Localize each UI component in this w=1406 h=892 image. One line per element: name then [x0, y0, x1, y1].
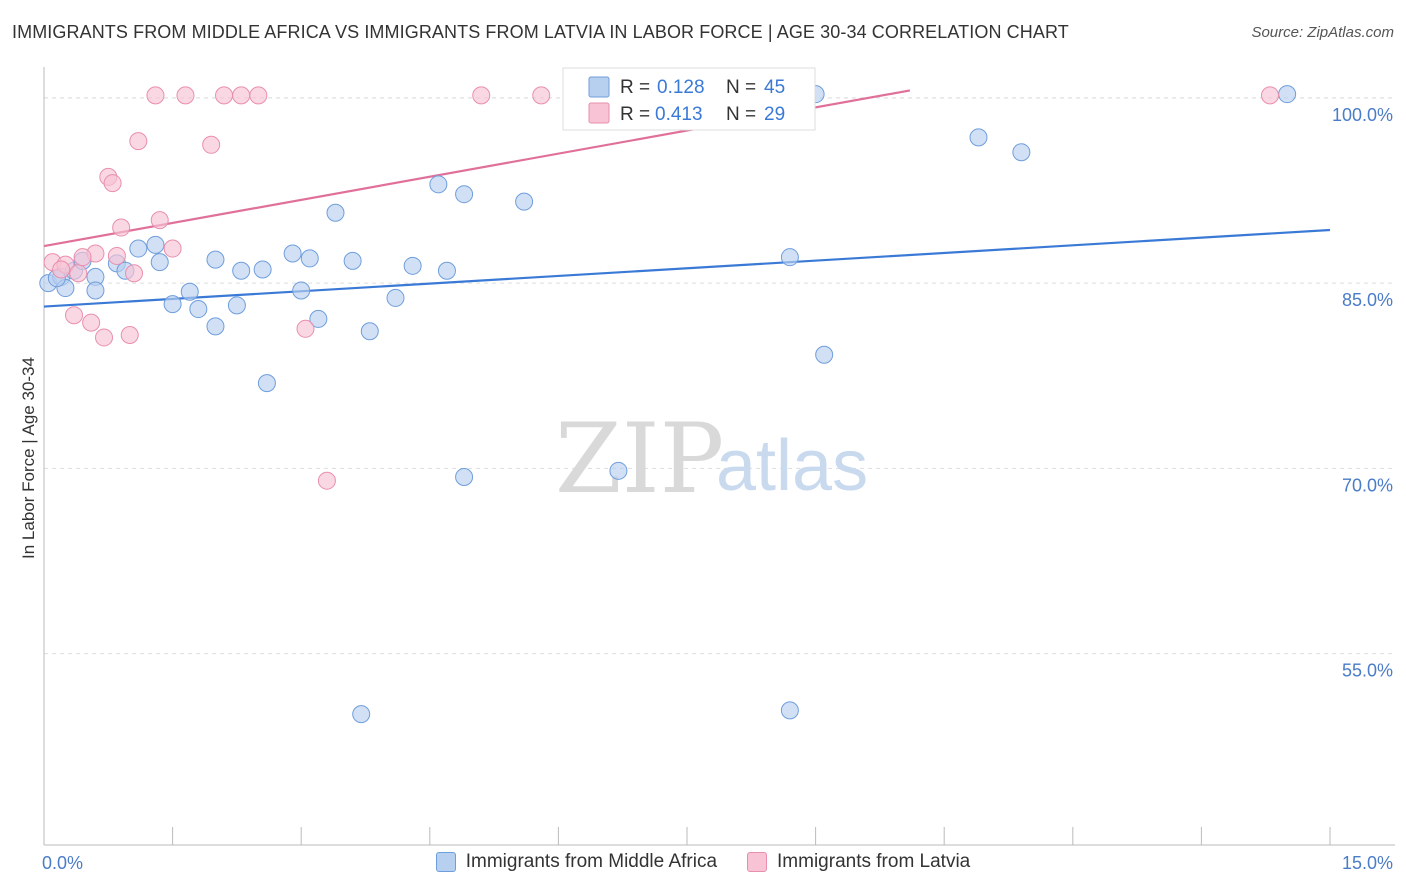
data-point-pink — [249, 86, 268, 105]
legend-n-label-pink: N = — [726, 104, 756, 125]
legend-n-label-blue: N = — [726, 77, 756, 98]
data-point-blue — [455, 467, 474, 486]
legend-n-value-blue: 45 — [764, 77, 785, 98]
data-point-blue — [300, 249, 319, 268]
data-point-blue — [429, 175, 448, 194]
data-point-blue — [609, 461, 628, 480]
data-point-pink — [150, 211, 169, 230]
data-point-pink — [95, 328, 114, 347]
data-point-blue — [343, 251, 362, 270]
data-point-pink — [73, 248, 92, 267]
legend-swatch-middle-africa — [435, 852, 456, 872]
data-point-blue — [206, 317, 225, 336]
data-point-blue — [815, 345, 834, 364]
data-point-pink — [232, 86, 251, 105]
data-point-blue — [253, 260, 272, 279]
data-point-pink — [129, 132, 148, 151]
x-tick-label-min: 0.0% — [42, 853, 83, 873]
legend-swatch-pink — [588, 102, 610, 124]
data-point-pink — [52, 260, 71, 279]
data-point-pink — [176, 86, 195, 105]
data-point-pink — [296, 319, 315, 338]
data-point-blue — [386, 288, 405, 307]
legend-r-value-blue: 0.128 — [657, 77, 705, 98]
data-point-blue — [232, 261, 251, 280]
data-point-blue — [86, 281, 105, 300]
legend-label-latvia: Immigrants from Latvia — [777, 851, 971, 872]
y-axis-title: In Labor Force | Age 30-34 — [19, 357, 38, 559]
data-point-blue — [455, 185, 474, 204]
legend-r-label-blue: R = — [620, 77, 650, 98]
data-point-pink — [107, 246, 126, 265]
data-point-blue — [309, 309, 328, 328]
watermark-atlas: atlas — [716, 426, 868, 506]
data-point-pink — [82, 313, 101, 332]
data-point-pink — [317, 471, 336, 490]
legend-r-label-pink: R = — [620, 104, 650, 125]
trend-line-blue — [43, 228, 1331, 308]
data-point-pink — [69, 264, 88, 283]
data-point-blue — [292, 281, 311, 300]
legend-n-value-pink: 29 — [764, 104, 785, 125]
data-point-pink — [146, 86, 165, 105]
data-point-blue — [403, 256, 422, 275]
data-point-blue — [283, 244, 302, 263]
data-point-pink — [202, 135, 221, 154]
data-point-blue — [227, 296, 246, 315]
y-tick-label: 70.0% — [1342, 475, 1393, 495]
data-point-blue — [206, 250, 225, 269]
data-point-pink — [103, 174, 122, 193]
y-tick-label: 100.0% — [1332, 105, 1393, 125]
legend-swatch-latvia — [747, 852, 768, 872]
data-point-blue — [163, 295, 182, 314]
data-point-pink — [65, 306, 84, 325]
legend-item-middle-africa: Immigrants from Middle Africa — [435, 851, 718, 873]
data-point-blue — [189, 300, 208, 319]
chart-title: IMMIGRANTS FROM MIDDLE AFRICA VS IMMIGRA… — [12, 22, 1069, 42]
data-point-pink — [1260, 86, 1279, 105]
x-tick-label-max: 15.0% — [1342, 853, 1393, 873]
legend-r-value-pink: 0.413 — [655, 104, 703, 125]
data-point-pink — [112, 218, 131, 237]
y-tick-label: 85.0% — [1342, 290, 1393, 310]
data-point-pink — [163, 239, 182, 258]
legend-item-latvia: Immigrants from Latvia — [747, 851, 970, 873]
watermark-zip: ZIP — [555, 403, 724, 515]
data-point-blue — [146, 235, 165, 254]
legend-swatch-blue — [588, 76, 610, 98]
data-point-blue — [360, 322, 379, 341]
data-point-blue — [180, 282, 199, 301]
data-point-blue — [1012, 143, 1031, 162]
data-point-blue — [129, 239, 148, 258]
data-point-blue — [1278, 85, 1297, 104]
chart-source: Source: ZipAtlas.com — [1251, 24, 1394, 41]
data-point-blue — [780, 248, 799, 267]
data-point-pink — [125, 264, 144, 283]
data-point-blue — [352, 705, 371, 724]
legend-label-middle-africa: Immigrants from Middle Africa — [465, 851, 718, 872]
grid-layer — [44, 97, 1395, 655]
data-point-pink — [215, 86, 234, 105]
data-point-blue — [969, 128, 988, 147]
axis-layer: 55.0% 70.0% 85.0% 100.0% 0.0% 15.0% — [42, 67, 1395, 873]
data-point-blue — [437, 261, 456, 280]
data-point-blue — [326, 203, 345, 222]
data-point-pink — [120, 325, 139, 344]
y-tick-label: 55.0% — [1342, 661, 1393, 681]
data-point-pink — [472, 86, 491, 105]
data-point-blue — [257, 374, 276, 393]
series-legend: Immigrants from Middle Africa Immigrants… — [0, 851, 1406, 873]
data-point-blue — [515, 192, 534, 211]
points-layer — [39, 85, 1297, 724]
data-point-blue — [150, 253, 169, 272]
data-point-blue — [780, 701, 799, 720]
data-point-pink — [532, 86, 551, 105]
stats-legend: R = 0.128 N = 45 R = 0.413 N = 29 — [562, 67, 816, 131]
